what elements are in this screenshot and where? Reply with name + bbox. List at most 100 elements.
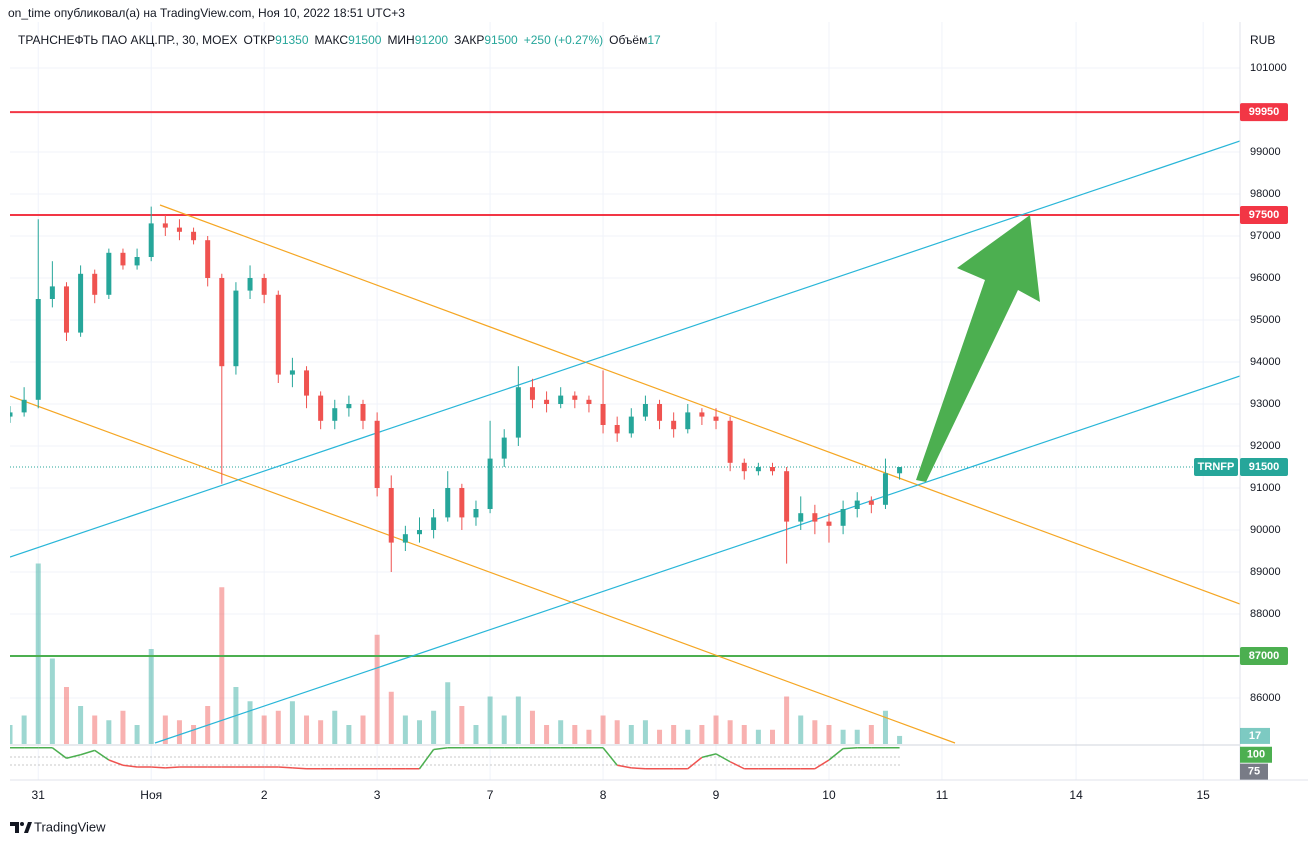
volume-bar (176, 720, 182, 744)
volume-box (1240, 727, 1270, 744)
candle-body (812, 513, 818, 522)
indicator-segment (814, 759, 830, 770)
y-tick-label: 88000 (1250, 608, 1281, 620)
volume-bar (473, 725, 479, 744)
symbol-title: ТРАНСНЕФТЬ ПАО АКЦ.ПР., 30, MOEX (18, 33, 237, 47)
volume-bar (120, 710, 126, 744)
indicator-segment (631, 767, 646, 770)
price-box (1240, 458, 1288, 476)
legend-label: МИН (387, 33, 414, 47)
indicator-segment (729, 761, 745, 770)
candle-body (529, 387, 535, 400)
volume-bar (261, 715, 267, 744)
volume-bar (318, 720, 324, 744)
indicator-segment (433, 747, 448, 751)
volume-bar (78, 706, 84, 744)
axes: 86000 88000 89000 90000 91000 92000 93000 94000… (32, 62, 1288, 802)
volume-bar (558, 720, 564, 744)
volume-label: 17 (1249, 730, 1261, 742)
legend: ТРАНСНЕФТЬ ПАО АКЦ.ПР., 30, MOEX ОТКР9135… (18, 33, 661, 47)
volume-bar (106, 720, 112, 744)
y-tick-label: 95000 (1250, 314, 1281, 326)
brand-logo (10, 822, 32, 833)
volume-bar (727, 720, 733, 744)
candle-body (685, 412, 691, 430)
trendline (154, 375, 1240, 744)
level-label: 87000 (1249, 650, 1280, 662)
candle-body (416, 530, 422, 535)
volume-bar (10, 725, 13, 744)
candle-body (360, 404, 366, 421)
volume-bar (219, 587, 225, 744)
volume-bar (586, 729, 592, 744)
indicator-segment (151, 766, 166, 769)
volume-bar (713, 715, 719, 744)
volume-bar (854, 729, 860, 744)
candle-body (78, 273, 84, 333)
volume-bar (346, 725, 352, 744)
level-label-box (1240, 103, 1288, 122)
volume-bar (741, 725, 747, 744)
x-tick-label: 14 (1069, 788, 1083, 802)
volume-bar (416, 720, 422, 744)
y-tick-label: 89000 (1250, 566, 1281, 578)
arrow (916, 215, 1040, 482)
candle-body (402, 534, 408, 543)
volume-bar (402, 715, 408, 744)
indicator-segment (687, 756, 703, 770)
candle-body (897, 467, 903, 474)
candle-body (854, 500, 860, 509)
x-tick-label: 10 (822, 788, 836, 802)
candle-body (120, 252, 126, 266)
volume-bar (685, 729, 691, 744)
publisher: on_time опубликовал(а) на TradingView.co… (8, 6, 405, 20)
volume-bar (162, 715, 168, 744)
candle-body (784, 471, 790, 522)
candle-body (92, 273, 98, 295)
volume-bar (755, 729, 761, 744)
volume-bar (529, 710, 535, 744)
volume-bar (544, 725, 550, 744)
indicator-layer (10, 747, 900, 770)
y-tick-label: 96000 (1250, 272, 1281, 284)
x-tick-label: 3 (374, 788, 381, 802)
volume-bar (92, 715, 98, 744)
indicator-segment (701, 753, 717, 759)
candle-body (840, 509, 846, 526)
candle-body (699, 412, 705, 417)
legend-value: 17 (647, 33, 661, 47)
y-tick-label: 101000 (1250, 62, 1287, 74)
candle-body (35, 299, 41, 400)
candle-body (10, 412, 13, 417)
y-tick-label: 86000 (1250, 692, 1281, 704)
volume-bar (614, 720, 620, 744)
candle-body (558, 395, 564, 404)
currency: RUB (1250, 33, 1275, 47)
volume-bar (134, 725, 140, 744)
candle-body (205, 240, 211, 278)
volume-bar (275, 710, 281, 744)
candle-body (544, 399, 550, 404)
volume-bar (49, 658, 55, 744)
candle-body (148, 223, 154, 257)
y-tick-label: 90000 (1250, 524, 1281, 536)
volume-bar (897, 735, 903, 744)
candle-body (713, 416, 719, 421)
volume-bar (360, 715, 366, 744)
volume-layer (10, 563, 903, 744)
x-tick-label: 9 (713, 788, 720, 802)
indicator-segment (80, 749, 95, 756)
volume-bar (445, 682, 451, 744)
volume-bar (21, 715, 27, 744)
candle-body (642, 404, 648, 417)
level-label: 99950 (1249, 106, 1280, 118)
candle-body (868, 500, 874, 505)
candle-body (572, 395, 578, 400)
candle-body (106, 252, 112, 295)
candles-layer (10, 206, 903, 572)
candle-body (600, 404, 606, 425)
candle-body (614, 425, 620, 434)
indicator-label: 100 (1247, 749, 1265, 761)
indicator-segment (165, 766, 180, 769)
